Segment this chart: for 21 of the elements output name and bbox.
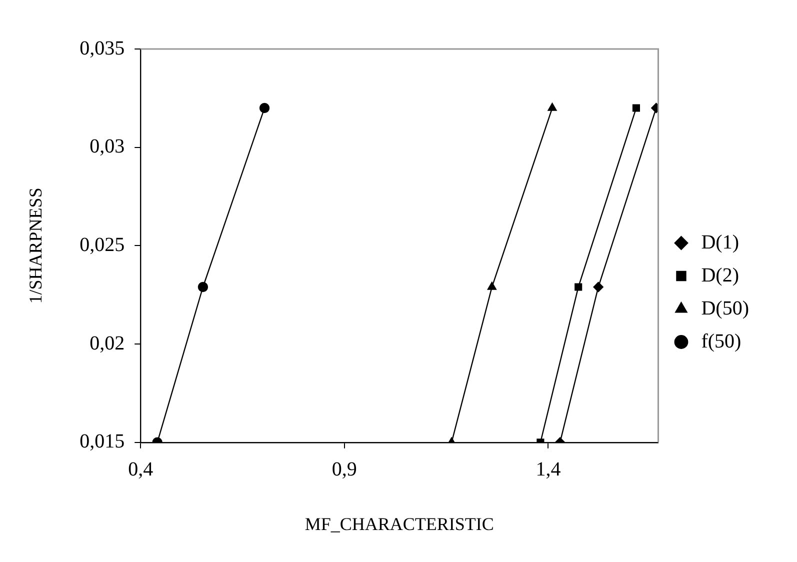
y-tick-label: 0,025 [80,234,125,256]
y-tick-label: 0,035 [80,37,125,60]
legend-label: f(50) [701,330,742,352]
y-tick-label: 0,03 [90,136,125,158]
point [548,102,557,111]
point [198,282,208,292]
y-axis-title: 1/SHARPNESS [26,188,46,304]
x-tick-label: 1,4 [536,458,561,481]
x-tick-label: 0,4 [128,458,154,481]
point [632,104,640,112]
point [593,282,604,292]
point [574,283,582,291]
point [259,102,270,114]
x-tick-label: 0,9 [332,458,357,481]
legend-label: D(50) [701,297,749,320]
x-axis-title: MF_CHARACTERISTIC [304,514,494,534]
y-tick-label: 0,02 [90,332,125,354]
point [487,282,496,290]
legend-label: D(1) [701,231,739,254]
legend-label: D(2) [701,264,739,286]
y-tick-label: 0,015 [80,430,125,453]
